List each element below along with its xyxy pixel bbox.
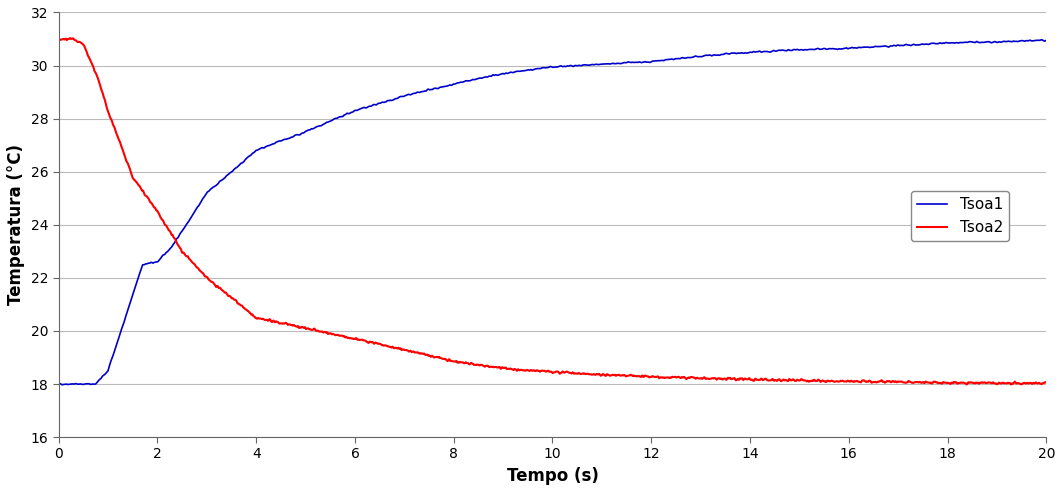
Legend: Tsoa1, Tsoa2: Tsoa1, Tsoa2: [911, 191, 1009, 241]
X-axis label: Tempo (s): Tempo (s): [507, 467, 598, 485]
Tsoa2: [521, 368, 534, 373]
Tsoa2: [52, 36, 65, 42]
Tsoa2: [467, 362, 480, 368]
Tsoa1: [476, 75, 489, 81]
Tsoa2: [1040, 379, 1052, 385]
Tsoa2: [770, 378, 783, 384]
Tsoa1: [1010, 38, 1023, 44]
Tsoa1: [467, 77, 480, 83]
Tsoa1: [52, 381, 65, 387]
Y-axis label: Temperatura (°C): Temperatura (°C): [7, 144, 24, 305]
Tsoa2: [64, 35, 76, 41]
Tsoa2: [961, 381, 974, 387]
Tsoa1: [961, 39, 974, 45]
Tsoa2: [476, 362, 489, 368]
Tsoa1: [521, 67, 534, 73]
Tsoa2: [1005, 381, 1017, 387]
Tsoa1: [55, 382, 68, 388]
Tsoa2: [1010, 380, 1023, 386]
Tsoa1: [1040, 37, 1052, 43]
Line: Tsoa1: Tsoa1: [58, 40, 1046, 385]
Tsoa1: [770, 48, 783, 54]
Line: Tsoa2: Tsoa2: [58, 38, 1046, 384]
Tsoa1: [1035, 37, 1048, 43]
